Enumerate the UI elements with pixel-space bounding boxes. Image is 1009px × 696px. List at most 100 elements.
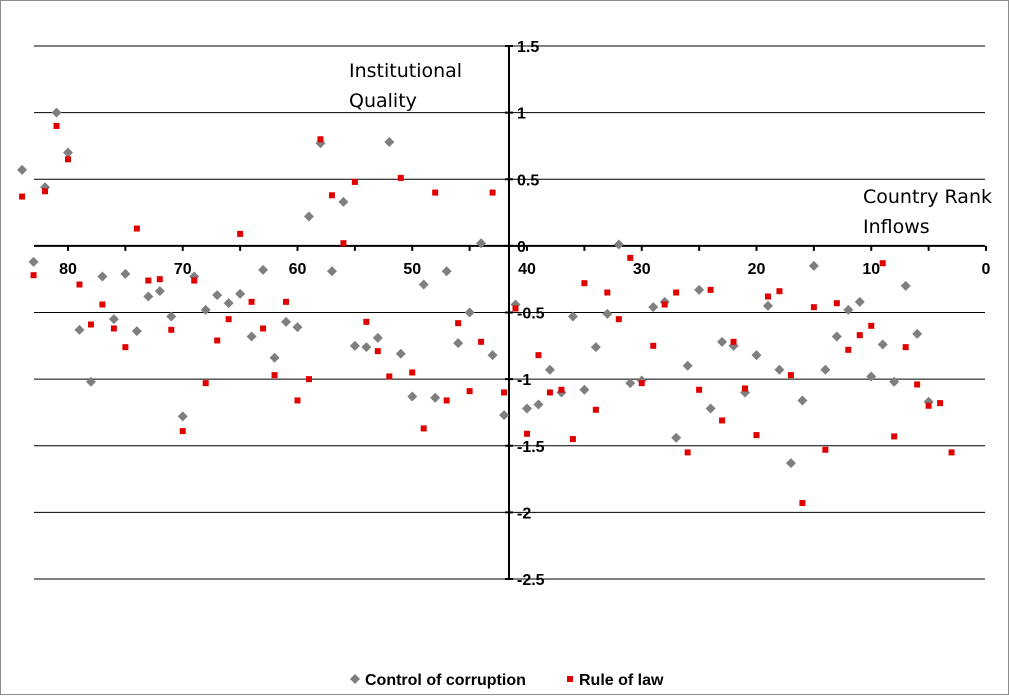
control-of-corruption-point <box>499 410 510 421</box>
control-of-corruption-point <box>522 403 532 414</box>
rule-of-law-point <box>845 346 852 353</box>
control-of-corruption-point <box>143 291 154 302</box>
control-of-corruption-point <box>866 371 877 382</box>
legend: Control of corruption Rule of law <box>350 672 664 689</box>
rule-of-law-point <box>65 156 71 163</box>
rule-of-law-point <box>328 192 335 199</box>
x-tick-label: 10 <box>862 261 880 278</box>
rule-of-law-point <box>122 344 129 351</box>
control-of-corruption-point <box>797 395 808 406</box>
control-of-corruption-point <box>131 326 142 337</box>
rule-of-law-point <box>489 189 496 196</box>
x-tick-label: 20 <box>748 261 766 278</box>
rule-of-law-point <box>397 174 404 181</box>
control-of-corruption-point <box>17 164 28 175</box>
rule-of-law-point <box>214 337 221 344</box>
control-of-corruption-point <box>625 378 636 389</box>
rule-of-law-point <box>810 304 817 311</box>
control-of-corruption-point <box>476 238 487 249</box>
rule-of-law-point <box>627 254 634 261</box>
rule-of-law-point <box>420 425 427 432</box>
rule-of-law-point <box>455 320 462 327</box>
rule-of-law-point <box>168 326 175 333</box>
control-of-corruption-point <box>774 364 785 375</box>
rule-of-law-point <box>581 280 588 287</box>
control-of-corruption-point <box>441 266 452 277</box>
control-of-corruption-point <box>579 384 590 395</box>
control-of-corruption-point <box>900 280 911 291</box>
control-of-corruption-point <box>590 342 601 353</box>
rule-of-law-point <box>225 316 232 323</box>
control-of-corruption-point <box>912 328 923 339</box>
control-of-corruption-point <box>303 211 314 222</box>
rule-of-law-point <box>569 436 576 443</box>
rule-of-law-point <box>191 277 198 284</box>
control-of-corruption-point <box>223 298 234 309</box>
rule-of-law-point <box>937 400 944 407</box>
rule-of-law-point <box>237 230 244 237</box>
rule-of-law-point <box>615 316 622 323</box>
rule-of-law-point <box>650 342 657 349</box>
control-of-corruption-point <box>602 308 613 319</box>
control-of-corruption-point <box>281 316 292 327</box>
tick-labels: 1.5 1 0.5 0 -0.5 -1 -1.5 -2 -2.5 0 10 20 30 40 50 60 70 8… <box>59 39 990 589</box>
rule-of-law-point <box>374 348 381 355</box>
x-tick-label: 30 <box>633 261 651 278</box>
control-of-corruption-point <box>430 392 441 403</box>
rule-of-law-point <box>30 272 37 279</box>
y-tick-label: 0.5 <box>517 172 539 189</box>
control-of-corruption-point <box>407 391 418 402</box>
rule-of-law-point <box>558 386 565 393</box>
rule-of-law-point <box>156 276 163 283</box>
rule-of-law-point <box>753 432 760 439</box>
control-of-corruption-point <box>85 376 96 387</box>
rule-of-law-point <box>432 189 439 196</box>
control-of-corruption-point <box>28 256 39 267</box>
rule-of-law-point <box>317 136 324 143</box>
rule-of-law-point <box>868 322 875 329</box>
x-tick-label: 0 <box>982 261 991 278</box>
rule-of-law-point <box>684 449 691 456</box>
x-tick-label: 80 <box>59 261 77 278</box>
rule-of-law-point <box>443 397 450 404</box>
rule-of-law-point <box>145 277 152 284</box>
x-tick-label: 60 <box>289 261 307 278</box>
control-of-corruption-point <box>235 288 246 299</box>
control-of-corruption-point <box>843 304 854 315</box>
rule-of-law-point <box>248 298 255 305</box>
rule-of-law-point <box>822 446 829 453</box>
rule-of-law-point <box>501 389 508 396</box>
control-of-corruption-point <box>269 352 280 363</box>
rule-of-law-point <box>363 318 370 325</box>
y-axis-title-line-2: Quality <box>349 90 417 112</box>
y-tick-label: 0 <box>517 239 526 256</box>
rule-of-law-point <box>305 376 312 383</box>
control-of-corruption-point <box>751 350 762 361</box>
control-of-corruption-point <box>372 332 383 343</box>
rule-of-law-point <box>260 325 267 332</box>
control-of-corruption-point <box>108 314 119 325</box>
rule-of-law-point <box>294 397 301 404</box>
control-of-corruption-point <box>246 331 257 342</box>
rule-of-law-point <box>696 386 703 393</box>
control-of-corruption-point <box>177 411 188 422</box>
control-of-corruption-point <box>762 300 773 311</box>
rule-of-law-point <box>386 373 393 380</box>
control-of-corruption-point <box>51 107 62 118</box>
rule-of-law-point <box>283 298 290 305</box>
rule-of-law-point <box>902 344 909 351</box>
rule-of-law-point <box>546 389 553 396</box>
data-points <box>17 107 955 507</box>
control-of-corruption-point <box>200 304 211 315</box>
control-of-corruption-point <box>292 322 303 333</box>
control-of-corruption-point <box>487 350 498 361</box>
control-of-corruption-point <box>854 296 865 307</box>
control-of-corruption-point <box>166 311 177 322</box>
rule-of-law-point <box>409 369 416 376</box>
control-of-corruption-point <box>212 290 223 301</box>
rule-of-law-point <box>351 178 358 185</box>
control-of-corruption-point <box>613 239 624 250</box>
rule-of-law-point <box>53 122 60 129</box>
rule-of-law-point <box>776 288 783 295</box>
